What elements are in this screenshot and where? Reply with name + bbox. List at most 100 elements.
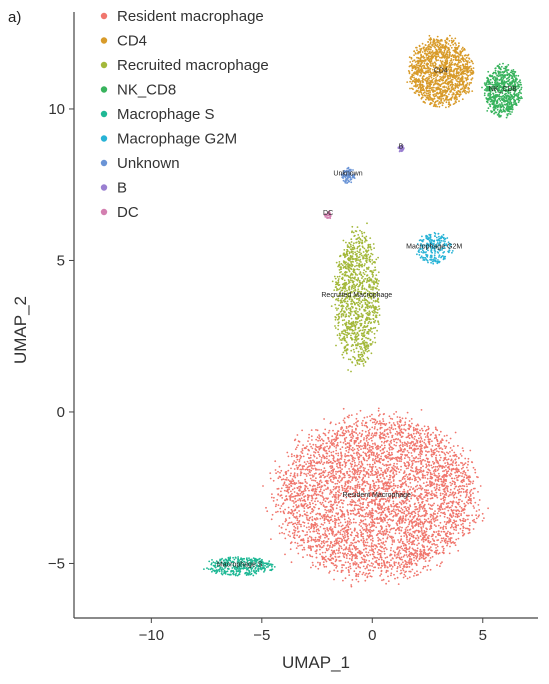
data-point <box>370 575 373 578</box>
data-point <box>325 515 328 518</box>
data-point <box>374 442 376 445</box>
data-point <box>443 445 446 447</box>
data-point <box>356 487 358 489</box>
data-point <box>391 520 394 522</box>
data-point <box>367 468 370 471</box>
data-point <box>286 488 289 491</box>
data-point <box>377 553 380 556</box>
data-point <box>386 464 389 467</box>
data-point <box>331 546 334 549</box>
data-point <box>315 438 318 441</box>
data-point <box>385 440 388 443</box>
data-point <box>351 557 354 559</box>
data-point <box>420 443 422 446</box>
data-point <box>321 501 324 504</box>
data-point <box>461 462 464 464</box>
data-point <box>437 468 440 470</box>
data-point <box>419 550 421 553</box>
data-point <box>435 459 438 462</box>
data-point <box>334 460 337 463</box>
data-point <box>344 536 347 538</box>
data-point <box>417 513 420 516</box>
data-point <box>271 513 274 516</box>
data-point <box>376 455 379 457</box>
data-point <box>434 513 437 515</box>
data-point <box>349 562 351 565</box>
data-point <box>417 511 420 513</box>
data-point <box>414 428 417 430</box>
data-point <box>316 538 319 541</box>
data-point <box>312 476 314 478</box>
data-point <box>404 500 407 502</box>
data-point <box>357 449 360 452</box>
data-point <box>429 525 432 528</box>
data-point <box>351 429 354 431</box>
data-point <box>277 487 280 490</box>
data-point <box>327 471 330 474</box>
data-point <box>362 535 364 538</box>
data-point <box>453 454 456 457</box>
data-point <box>330 421 332 424</box>
data-point <box>426 50 429 53</box>
data-point <box>362 447 365 450</box>
data-point <box>335 566 338 569</box>
data-point <box>487 507 489 510</box>
data-point <box>387 478 390 481</box>
data-point <box>439 515 442 517</box>
data-point <box>351 460 354 463</box>
data-point <box>289 497 292 500</box>
data-point <box>452 532 455 535</box>
data-point <box>442 465 445 468</box>
data-point <box>284 499 287 502</box>
data-point <box>290 467 292 470</box>
data-point <box>393 541 396 543</box>
data-point <box>322 544 325 547</box>
data-point <box>421 473 424 476</box>
data-point <box>424 533 427 536</box>
data-point <box>436 539 439 542</box>
data-point <box>390 512 393 515</box>
data-point <box>344 552 346 555</box>
data-point <box>419 535 422 538</box>
data-point <box>408 445 411 447</box>
data-point <box>348 434 351 436</box>
data-point <box>301 465 304 468</box>
data-point <box>358 549 361 552</box>
data-point <box>351 579 354 581</box>
data-point <box>432 466 435 468</box>
data-point <box>393 413 395 415</box>
data-point <box>309 531 312 533</box>
data-point <box>401 482 404 484</box>
data-point <box>425 519 428 522</box>
data-point <box>311 439 313 441</box>
data-point <box>429 528 431 530</box>
data-point <box>323 461 326 464</box>
data-point <box>419 451 421 454</box>
data-point <box>398 460 401 462</box>
data-point <box>383 563 386 566</box>
data-point <box>318 437 321 440</box>
data-point <box>466 466 468 469</box>
data-point <box>368 512 370 514</box>
data-point <box>379 514 382 516</box>
data-point <box>444 447 447 450</box>
data-point <box>454 458 457 461</box>
data-point <box>402 476 404 479</box>
data-point <box>396 456 399 459</box>
data-point <box>463 512 466 514</box>
data-point <box>293 460 296 462</box>
data-point <box>403 457 406 460</box>
data-point <box>296 527 299 530</box>
data-point <box>415 485 417 488</box>
data-point <box>408 523 410 526</box>
data-point <box>393 444 396 446</box>
data-point <box>340 484 343 487</box>
data-point <box>357 442 360 445</box>
data-point <box>454 492 457 495</box>
data-point <box>372 540 374 542</box>
data-point <box>442 549 445 552</box>
data-point <box>435 485 438 487</box>
data-point <box>358 476 361 479</box>
data-point <box>304 502 307 505</box>
data-point <box>425 450 427 453</box>
